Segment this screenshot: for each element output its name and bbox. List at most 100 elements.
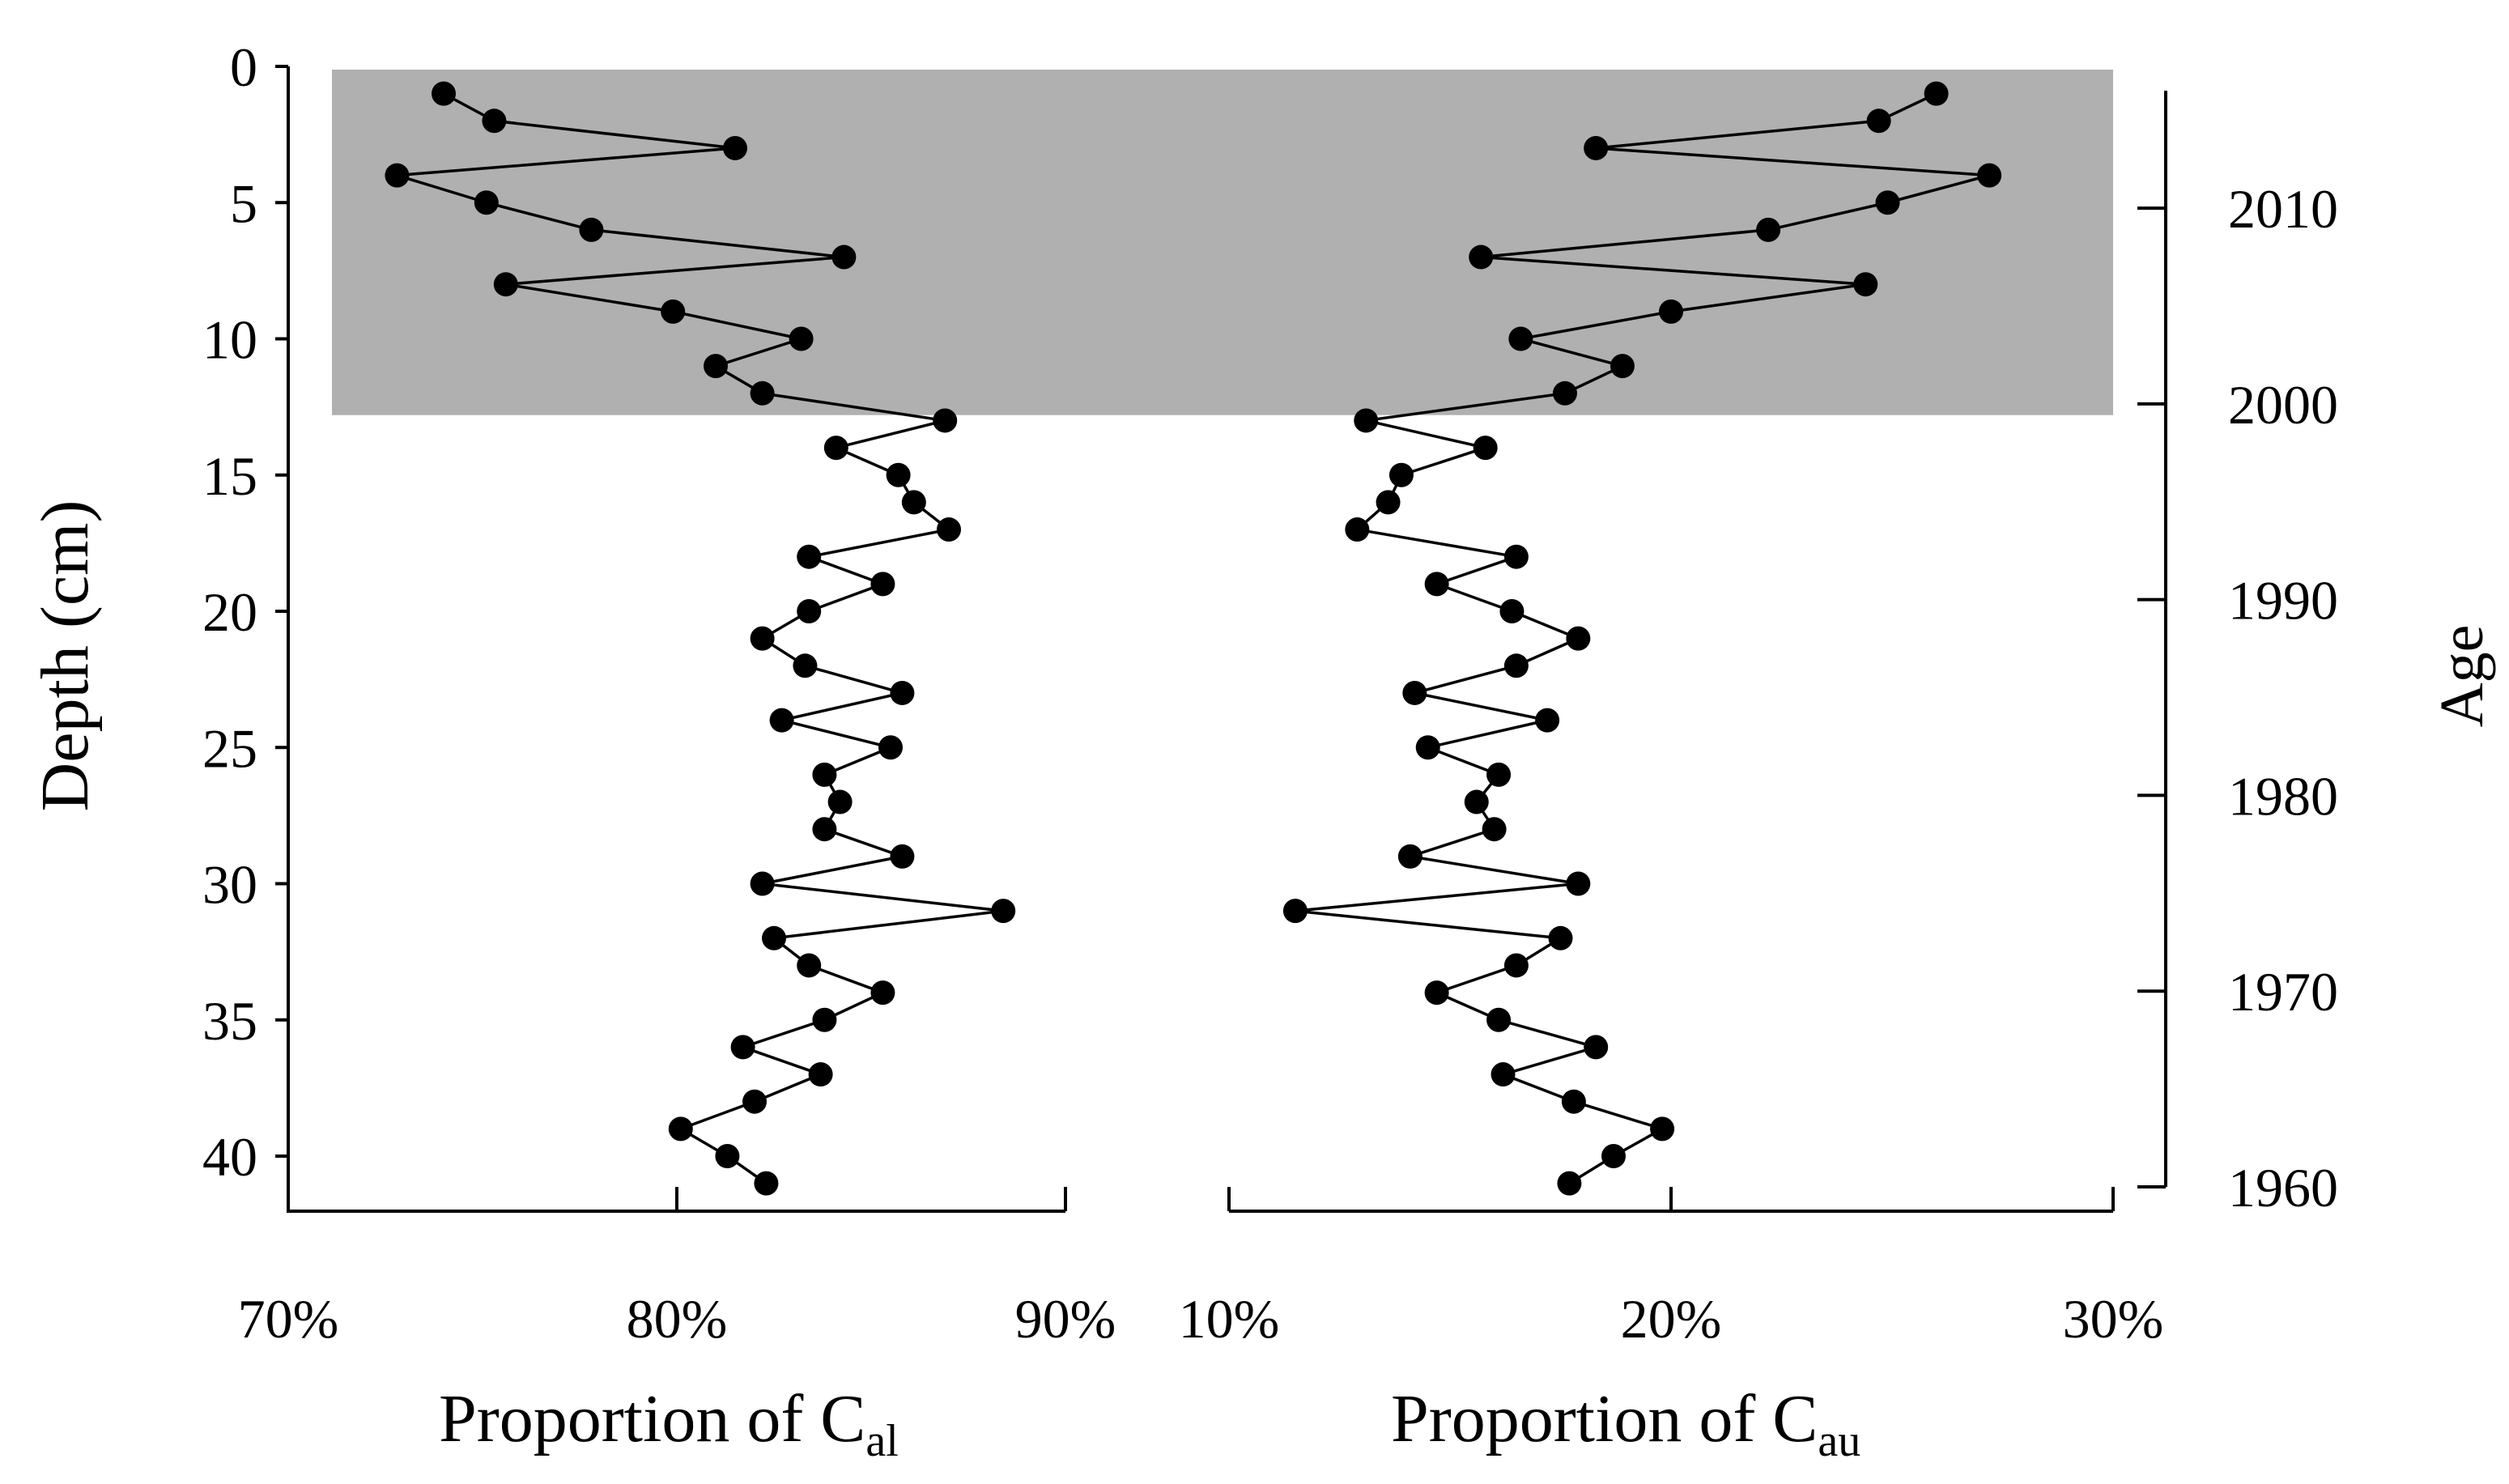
left-y-ticks: 0 5 10 15 20 25 30 35 40 bbox=[202, 36, 288, 1188]
cal-data-point bbox=[797, 953, 822, 978]
left-x-tick-label: 70% bbox=[238, 1288, 339, 1350]
cal-data-point bbox=[432, 81, 456, 106]
cau-data-point bbox=[1584, 1035, 1609, 1060]
cal-data-point bbox=[808, 1062, 833, 1087]
cal-data-point bbox=[493, 272, 518, 297]
cau-data-point bbox=[1875, 190, 1900, 215]
cau-data-point bbox=[1402, 680, 1427, 705]
left-x-tick-label: 80% bbox=[627, 1288, 728, 1350]
cau-data-point bbox=[1464, 789, 1489, 814]
cau-data-point bbox=[1977, 163, 2002, 188]
cau-data-point bbox=[1376, 490, 1401, 515]
cal-data-point bbox=[793, 653, 818, 678]
age-axis-ticks: 2010 2000 1990 1980 1970 1960 bbox=[2137, 178, 2338, 1218]
left-y-axis-title: Depth (cm) bbox=[28, 500, 103, 812]
cau-data-point bbox=[1659, 299, 1683, 324]
left-y-tick-label: 25 bbox=[202, 717, 257, 779]
cau-data-point bbox=[1610, 354, 1635, 379]
cal-data-point bbox=[769, 708, 794, 733]
cau-data-point bbox=[1503, 953, 1529, 978]
cal-data-point bbox=[474, 190, 499, 215]
age-tick-label: 1960 bbox=[2228, 1157, 2338, 1218]
cal-data-point bbox=[762, 925, 786, 950]
cau-data-point bbox=[1482, 817, 1507, 842]
cal-data-point bbox=[886, 462, 911, 487]
cau-data-point bbox=[1853, 272, 1878, 297]
cal-data-point bbox=[789, 326, 814, 351]
right-x-title-subscript: au bbox=[1818, 1416, 1860, 1466]
cal-data-point bbox=[812, 817, 837, 842]
right-x-ticks: 10% 20% 30% bbox=[1179, 1187, 2163, 1350]
age-tick-label: 1970 bbox=[2228, 961, 2338, 1023]
cal-data-point bbox=[668, 1116, 693, 1142]
cau-data-point bbox=[1535, 708, 1560, 733]
cal-data-point bbox=[831, 244, 857, 270]
cal-data-point bbox=[797, 599, 822, 623]
cau-data-point bbox=[1756, 217, 1781, 242]
cal-data-point bbox=[827, 789, 853, 814]
left-x-title-main: Proportion of C bbox=[439, 1381, 865, 1456]
cal-data-point bbox=[579, 217, 604, 242]
left-x-tick-label: 90% bbox=[1015, 1288, 1116, 1350]
cal-data-point bbox=[901, 490, 926, 515]
cau-data-point bbox=[1584, 135, 1609, 160]
cal-data-point bbox=[991, 899, 1016, 924]
cau-data-point bbox=[1548, 925, 1573, 950]
cau-data-point bbox=[1354, 408, 1379, 433]
cal-data-point bbox=[937, 517, 961, 542]
cal-data-point bbox=[730, 1035, 755, 1060]
cau-data-point bbox=[1486, 1007, 1512, 1032]
cal-data-point bbox=[750, 871, 775, 896]
cau-data-point bbox=[1561, 1089, 1586, 1114]
cau-data-point bbox=[1503, 653, 1529, 678]
left-y-tick-label: 30 bbox=[202, 854, 257, 916]
left-y-tick-label: 5 bbox=[230, 172, 257, 234]
cau-data-point bbox=[1424, 980, 1449, 1006]
cau-data-point bbox=[1491, 1062, 1516, 1087]
left-y-tick-label: 40 bbox=[202, 1126, 257, 1188]
cau-data-point bbox=[1508, 326, 1533, 351]
left-x-axis-title: Proportion of Cal bbox=[439, 1381, 899, 1466]
age-tick-label: 1980 bbox=[2228, 765, 2338, 827]
cal-data-point bbox=[870, 980, 895, 1006]
cau-data-point bbox=[1499, 599, 1525, 623]
left-y-tick-label: 20 bbox=[202, 581, 257, 643]
cau-data-point bbox=[1345, 517, 1370, 542]
cau-data-point bbox=[1601, 1144, 1627, 1168]
cal-data-point bbox=[878, 735, 903, 760]
left-y-tick-label: 35 bbox=[202, 990, 257, 1052]
left-y-tick-label: 10 bbox=[202, 309, 257, 371]
age-tick-label: 1990 bbox=[2228, 570, 2338, 631]
left-x-title-subscript: al bbox=[865, 1416, 898, 1466]
age-tick-label: 2010 bbox=[2228, 178, 2338, 240]
right-x-axis-title: Proportion of Cau bbox=[1391, 1381, 1860, 1466]
cal-data-point bbox=[823, 436, 848, 461]
cal-data-point bbox=[754, 1171, 779, 1196]
shaded-recent-interval bbox=[332, 70, 2113, 415]
cau-data-point bbox=[1650, 1116, 1675, 1142]
right-x-tick-label: 10% bbox=[1179, 1288, 1280, 1350]
cau-data-point bbox=[1469, 244, 1494, 270]
cau-data-point bbox=[1566, 626, 1591, 651]
cal-data-point bbox=[742, 1089, 767, 1114]
cau-data-point bbox=[1566, 871, 1591, 896]
cau-data-point bbox=[1503, 544, 1529, 569]
cau-data-point bbox=[1397, 844, 1422, 869]
cal-data-point bbox=[704, 354, 728, 379]
cal-data-point bbox=[797, 544, 822, 569]
left-y-tick-label: 0 bbox=[230, 36, 257, 98]
cal-data-point bbox=[812, 762, 837, 787]
cal-data-point bbox=[750, 381, 775, 406]
cal-data-point bbox=[482, 108, 507, 134]
cal-data-point bbox=[812, 1007, 837, 1032]
cal-data-point bbox=[715, 1144, 740, 1168]
cau-data-point bbox=[1486, 762, 1512, 787]
age-tick-label: 2000 bbox=[2228, 374, 2338, 436]
right-series-cau bbox=[1282, 81, 2002, 1196]
left-y-tick-label: 15 bbox=[202, 445, 257, 507]
cau-data-point bbox=[1557, 1171, 1582, 1196]
cau-data-point bbox=[1473, 436, 1498, 461]
right-x-title-main: Proportion of C bbox=[1391, 1381, 1818, 1456]
cau-data-point bbox=[1388, 462, 1414, 487]
